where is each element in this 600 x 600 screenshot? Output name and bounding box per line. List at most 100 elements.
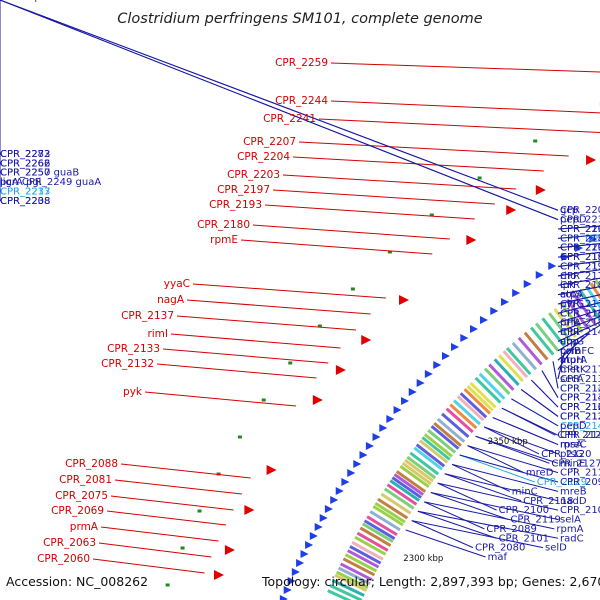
right-gene-label: atpH [560,355,584,366]
right-gene-label: ptsG [560,449,583,460]
feature-block [354,535,387,556]
right-gene-label: pepD [560,215,587,226]
right-gene-label: CPR_2125 [560,383,600,394]
feature-block [342,557,376,577]
feature-tick [197,509,202,513]
right-gene-label: CPR_2101 [499,533,549,544]
right-gene-label: CPR_2173 [560,365,600,376]
leader-line [475,435,559,464]
forward-gene-arrow [466,235,477,245]
forward-gene-arrow [586,155,597,165]
leader-line [501,407,559,436]
leader-line [272,189,495,205]
feature-tick [477,176,482,180]
feature-block [334,573,368,592]
reverse-gene-arrow [408,388,417,396]
left-gene-label: CPR_2069 [51,505,104,517]
scale-mark-label: 2350 kbp [488,437,528,447]
reverse-gene-arrow [300,550,309,558]
feature-block [534,322,560,352]
feature-tick [350,287,355,291]
reverse-gene-arrow [523,280,532,288]
feature-block [346,549,380,569]
feature-block [401,461,432,486]
right-gene-label: CPR_2131 [560,374,600,385]
right-gene-label: murA [560,355,587,366]
feature-tick [165,583,170,587]
feature-block [351,541,384,561]
feature-block [349,545,382,565]
right-gene-label: pyrG [560,299,584,310]
leader-line [557,324,600,352]
right-gene-label: CPR_2190 [560,252,600,263]
feature-block [463,388,491,415]
leader-line [292,156,544,172]
leader-line [156,363,317,379]
right-gene-label: CPR_2114 [560,468,600,479]
leader-line [144,391,297,407]
right-gene-label: CPR_2107 [560,505,600,516]
reverse-gene-arrow [335,487,344,495]
leader-line [162,348,329,364]
right-gene-label: selA [560,515,581,526]
leader-line [444,473,522,502]
feature-block [404,458,434,483]
reverse-gene-arrow [424,370,433,378]
right-gene-label: CPR_2160 [560,402,600,413]
feature-block [441,412,470,438]
left-gene-label: rimI [147,328,168,340]
reverse-gene-arrow [341,478,350,486]
right-gene-label: CPR_2213 [0,186,50,197]
right-gene-label: CPR_2120 [541,449,591,460]
feature-block [594,279,600,290]
right-gene-label: CPR_2129 [537,477,587,488]
right-gene-label: CPR_2128 [557,430,600,441]
reverse-gene-arrow [433,361,442,369]
right-gene-label: CPR_2209 [560,205,600,216]
leader-line [492,417,559,445]
leader-line [252,224,450,240]
right-gene-label: CPR_2099 [560,477,600,488]
feature-tick [429,213,434,217]
leader-line [557,251,600,258]
right-gene-label: minE [560,458,585,469]
right-gene-label: selD [545,543,567,554]
feature-block [502,350,529,379]
feature-tick [216,472,221,476]
right-gene-label: CPR_2089 [486,524,536,535]
feature-block [356,531,389,552]
reverse-gene-arrow [347,469,356,477]
reverse-gene-arrow [451,343,460,351]
right-gene-label: CPR_2100 [499,505,549,516]
leader-line [430,492,559,521]
right-gene-label: nadD [560,496,587,507]
reverse-gene-arrow [319,514,328,522]
right-gene-label: CPR_2136 [560,411,600,422]
reverse-gene-arrow [365,442,374,450]
left-gene-label: CPR_2132 [101,358,154,370]
left-gene-label: CPR_2241 [263,113,316,125]
leader-line [557,286,600,296]
leader-line [552,361,559,389]
leader-line [100,526,219,542]
forward-gene-arrow [361,335,372,345]
right-gene-label: CPR_2282 [0,149,50,160]
leader-line [557,309,600,324]
reverse-gene-arrow [314,523,323,531]
left-gene-label: pyk [123,386,143,398]
forward-gene-arrow [535,185,546,195]
feature-block [423,433,453,458]
feature-block [511,341,538,371]
leader-lines [0,0,600,574]
left-gene-label: CPR_2060 [37,553,90,565]
left-gene-label: nagA [157,294,185,306]
feature-block [386,483,418,506]
right-gene-label: CPR_2147 [560,421,600,432]
right-gene-label: rho [560,271,576,282]
leader-line [411,520,474,549]
left-gene-label: CPR_2207 [243,136,296,148]
leader-line [557,316,600,333]
feature-block [529,326,555,356]
topology-summary: Topology: circular; Length: 2,897,393 bp… [261,574,600,589]
reverse-gene-arrow [561,253,570,261]
